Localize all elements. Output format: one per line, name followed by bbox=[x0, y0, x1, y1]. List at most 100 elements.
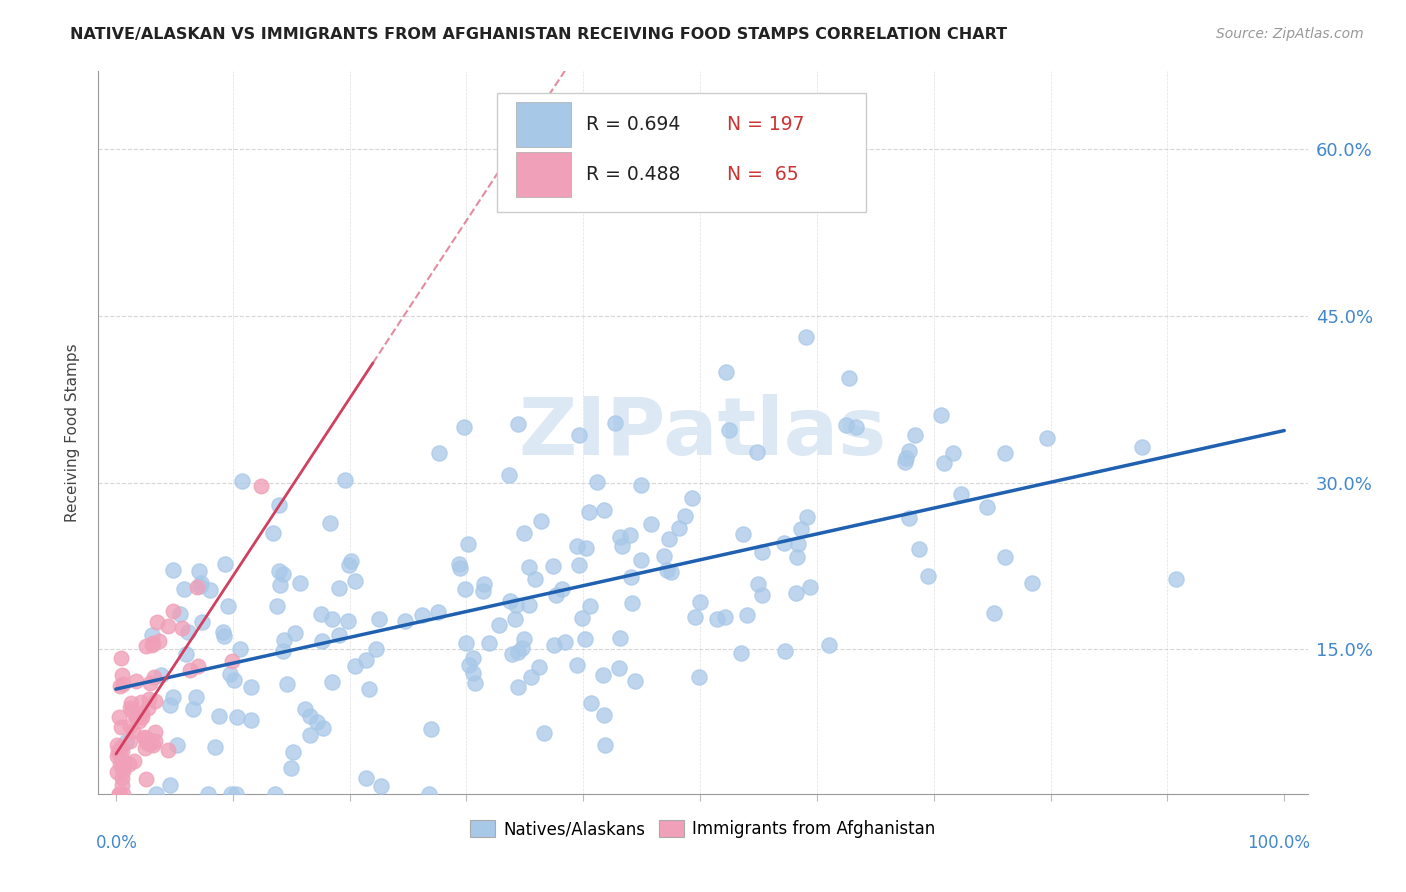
Point bbox=[652, 549, 675, 563]
Point bbox=[592, 668, 614, 682]
Point bbox=[222, 673, 245, 688]
Point bbox=[585, 475, 607, 490]
FancyBboxPatch shape bbox=[498, 93, 866, 212]
Point bbox=[503, 612, 526, 626]
Point bbox=[110, 753, 132, 767]
Point bbox=[271, 644, 294, 658]
Point bbox=[132, 730, 155, 744]
Point bbox=[112, 677, 135, 691]
Point bbox=[145, 787, 167, 801]
Point bbox=[142, 636, 165, 650]
Point bbox=[110, 650, 132, 665]
Point bbox=[120, 718, 142, 732]
Point bbox=[162, 563, 184, 577]
Text: 0.0%: 0.0% bbox=[96, 834, 138, 852]
Point bbox=[136, 700, 159, 714]
Point bbox=[457, 537, 479, 551]
Point bbox=[772, 536, 794, 550]
Point bbox=[110, 720, 132, 734]
Point bbox=[141, 628, 163, 642]
Point bbox=[718, 423, 741, 437]
Point bbox=[186, 580, 208, 594]
Point bbox=[745, 445, 768, 459]
Point bbox=[225, 787, 247, 801]
Point bbox=[624, 674, 647, 689]
Point bbox=[184, 690, 207, 704]
Point bbox=[368, 611, 391, 625]
Point bbox=[298, 728, 321, 742]
Point bbox=[603, 416, 626, 430]
Point bbox=[108, 747, 131, 762]
Point bbox=[121, 723, 143, 738]
Point bbox=[655, 563, 678, 577]
Point bbox=[146, 615, 169, 630]
Point bbox=[115, 735, 138, 749]
Point bbox=[204, 739, 226, 754]
Point bbox=[176, 647, 198, 661]
Text: N = 197: N = 197 bbox=[727, 114, 804, 134]
Text: R = 0.488: R = 0.488 bbox=[586, 165, 681, 184]
Point bbox=[517, 598, 540, 612]
Point bbox=[333, 473, 356, 487]
Point bbox=[170, 621, 193, 635]
Point bbox=[135, 639, 157, 653]
Point bbox=[120, 696, 142, 710]
Point bbox=[620, 570, 643, 584]
Point bbox=[107, 744, 129, 758]
Text: R = 0.694: R = 0.694 bbox=[586, 114, 681, 134]
Point bbox=[668, 521, 690, 535]
Point bbox=[212, 629, 235, 643]
Point bbox=[173, 582, 195, 597]
Point bbox=[328, 581, 350, 595]
Point bbox=[565, 539, 588, 553]
Point bbox=[731, 527, 754, 541]
Point bbox=[845, 420, 868, 434]
Point bbox=[575, 541, 598, 555]
Point bbox=[449, 561, 471, 575]
Point bbox=[506, 417, 529, 431]
Text: N =  65: N = 65 bbox=[727, 165, 799, 184]
Point bbox=[288, 576, 311, 591]
Point bbox=[426, 605, 449, 619]
Point bbox=[453, 420, 475, 434]
Point bbox=[134, 740, 156, 755]
Point bbox=[364, 642, 387, 657]
Point bbox=[786, 537, 808, 551]
Point bbox=[156, 619, 179, 633]
Point bbox=[519, 670, 541, 684]
Point bbox=[111, 778, 134, 792]
Point bbox=[148, 634, 170, 648]
Point bbox=[453, 582, 475, 596]
Point bbox=[191, 615, 214, 630]
Point bbox=[773, 644, 796, 658]
Point bbox=[681, 491, 703, 505]
Point bbox=[276, 677, 298, 691]
Point bbox=[630, 553, 652, 567]
Point bbox=[640, 516, 662, 531]
Point bbox=[266, 599, 288, 613]
Point bbox=[344, 574, 367, 588]
Text: NATIVE/ALASKAN VS IMMIGRANTS FROM AFGHANISTAN RECEIVING FOOD STAMPS CORRELATION : NATIVE/ALASKAN VS IMMIGRANTS FROM AFGHAN… bbox=[70, 27, 1008, 42]
Point bbox=[751, 544, 773, 558]
Point bbox=[505, 598, 527, 612]
Point bbox=[121, 704, 143, 718]
Point bbox=[357, 682, 380, 697]
Point bbox=[298, 709, 321, 723]
Point bbox=[138, 737, 160, 751]
Point bbox=[1036, 431, 1059, 445]
Point bbox=[120, 701, 142, 715]
Point bbox=[354, 771, 377, 785]
Point bbox=[533, 725, 555, 739]
Point bbox=[112, 787, 135, 801]
Point bbox=[463, 665, 485, 680]
Point bbox=[574, 632, 596, 646]
Point bbox=[993, 446, 1015, 460]
Point bbox=[143, 733, 166, 747]
Point bbox=[894, 450, 917, 465]
Point bbox=[917, 569, 939, 583]
Point bbox=[162, 604, 184, 618]
Point bbox=[108, 787, 131, 801]
Point bbox=[131, 695, 153, 709]
Point bbox=[834, 417, 856, 432]
Y-axis label: Receiving Food Stamps: Receiving Food Stamps bbox=[65, 343, 80, 522]
